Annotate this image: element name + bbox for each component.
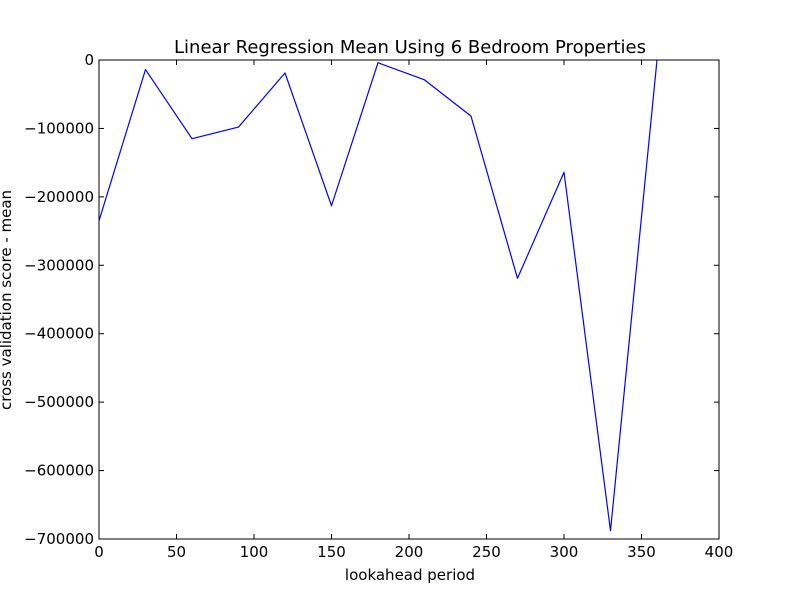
axis-tick-labels: 0 50 100 150 200 250 300 350 400 0 −100000 −200000 −… [24,51,733,561]
x-tick-label: 200 [395,543,424,561]
y-tick-label: −300000 [24,256,94,274]
y-tick-label: −700000 [24,530,94,548]
y-axis-label: cross validation score - mean [0,190,15,410]
y-tick-label: −400000 [24,325,94,343]
data-series-line-1 [99,60,658,532]
x-tick-label: 300 [550,543,579,561]
y-tick-label: −600000 [24,462,94,480]
y-tick-label: 0 [84,51,94,69]
axis-ticks [98,59,720,540]
y-tick-label: −100000 [24,119,94,137]
x-tick-label: 250 [472,543,501,561]
y-tick-label: −200000 [24,188,94,206]
x-tick-label: 50 [167,543,186,561]
y-tick-label: −500000 [24,393,94,411]
x-tick-label: 400 [705,543,734,561]
x-tick-label: 0 [94,543,104,561]
x-tick-label: 100 [240,543,269,561]
chart-title: Linear Regression Mean Using 6 Bedroom P… [174,37,646,58]
x-axis-label: lookahead period [345,566,475,584]
x-tick-label: 350 [627,543,656,561]
x-tick-label: 150 [317,543,346,561]
